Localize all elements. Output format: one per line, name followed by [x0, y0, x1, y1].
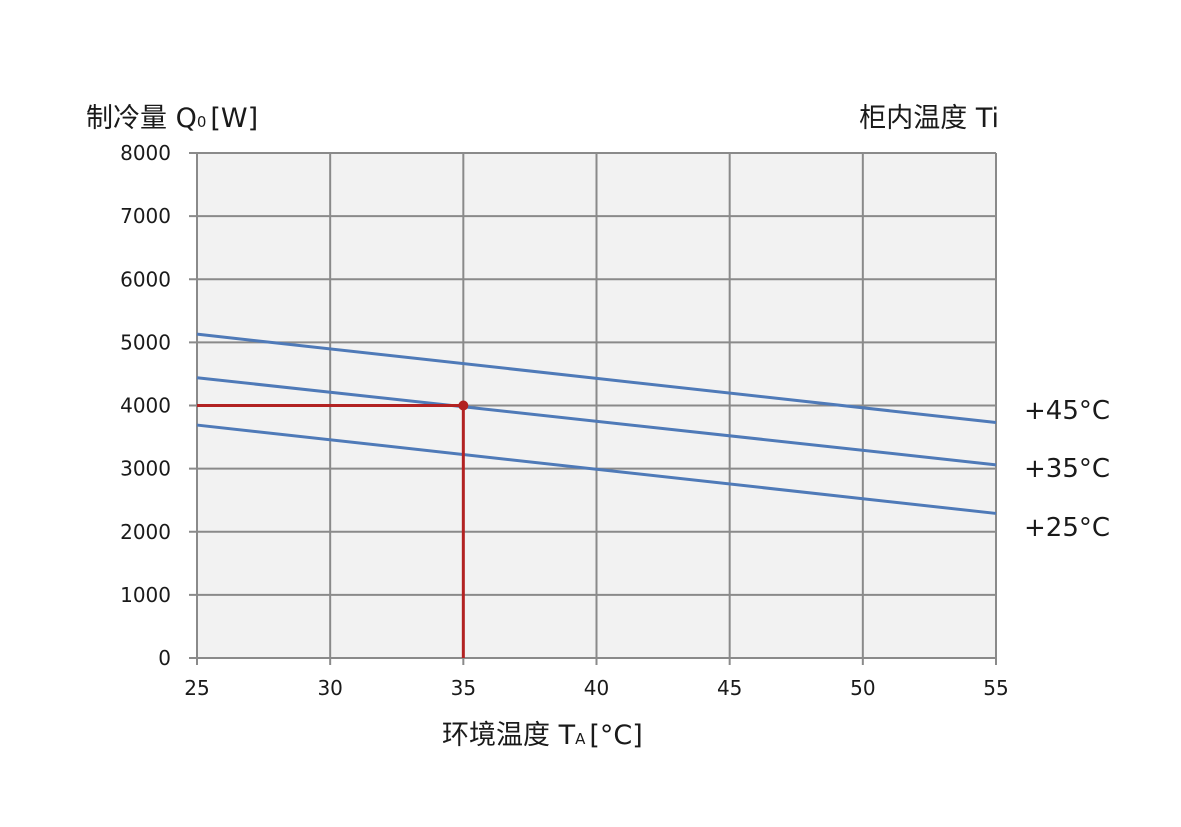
y-tick-label: 1000	[120, 583, 171, 607]
y-tick-label: 8000	[120, 141, 171, 165]
x-tick-label: 45	[717, 676, 742, 700]
y-axis-label-main: 制冷量 Q	[86, 103, 197, 134]
y-axis-label-subscript: 0	[196, 113, 207, 131]
x-tick-label: 50	[850, 676, 875, 700]
y-tick-label: 6000	[120, 267, 171, 291]
x-tick-label: 55	[983, 676, 1008, 700]
series-line-1	[196, 376, 997, 467]
y-tick-label: 0	[158, 646, 171, 670]
x-tick-label: 40	[584, 676, 609, 700]
x-tick-label: 30	[317, 676, 342, 700]
x-tick-label: 35	[451, 676, 476, 700]
series-label-25: +25°C	[1024, 513, 1111, 543]
y-tick-label: 3000	[120, 457, 171, 481]
y-axis-label-unit: [W]	[210, 103, 259, 134]
y-axis-label: 制冷量 Q0 [W]	[86, 96, 258, 135]
series-line-2	[196, 423, 997, 515]
x-axis-label: 环境温度 TA [°C]	[442, 713, 643, 752]
x-axis-label-subscript: A	[575, 730, 586, 748]
series-line-0	[196, 332, 997, 425]
y-tick-label: 2000	[120, 520, 171, 544]
y-tick-label: 7000	[120, 204, 171, 228]
series-label-45: +45°C	[1024, 396, 1111, 426]
legend-title: 柜内温度 Ti	[859, 103, 999, 134]
x-axis-label-main: 环境温度 T	[442, 720, 576, 751]
series-label-35: +35°C	[1024, 454, 1111, 484]
x-tick-label: 25	[184, 676, 209, 700]
y-tick-label: 4000	[120, 394, 171, 418]
series-lines	[196, 332, 997, 515]
x-axis-label-unit: [°C]	[589, 720, 643, 751]
annotation-point	[458, 400, 469, 411]
tick-labels: 25 30 35 40 45 50 55 0 1000 2000 3000 4000 5000 6000 7…	[120, 141, 1009, 700]
y-tick-label: 5000	[120, 330, 171, 354]
annotation	[197, 400, 469, 658]
